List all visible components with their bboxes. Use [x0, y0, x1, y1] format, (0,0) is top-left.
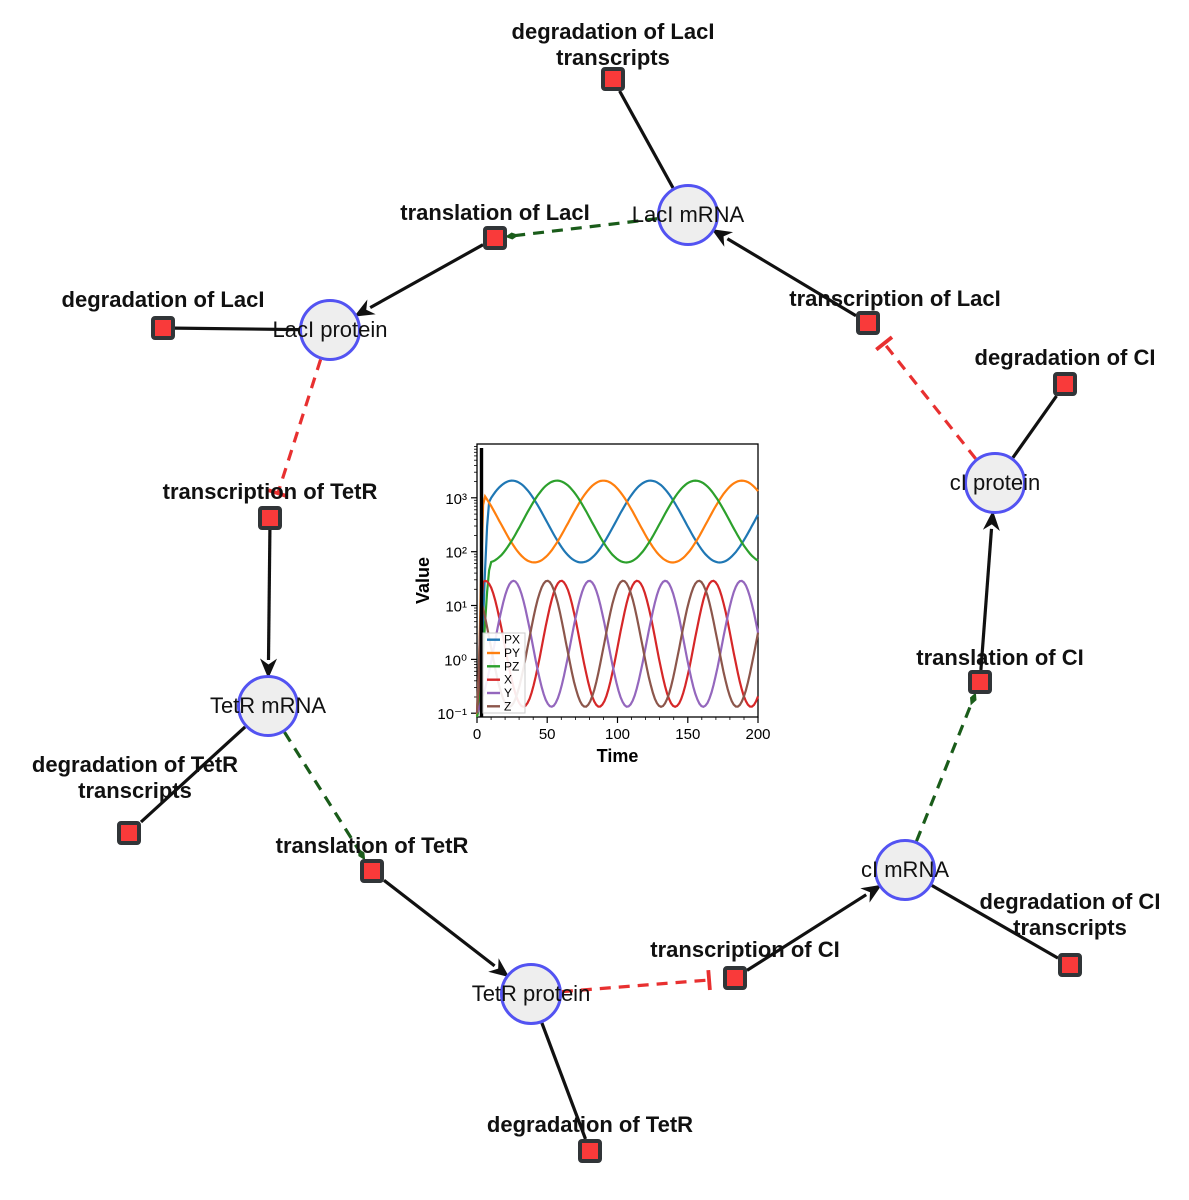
svg-text:Value: Value	[413, 557, 433, 604]
svg-text:10²: 10²	[445, 545, 467, 562]
svg-text:Z: Z	[504, 699, 511, 713]
svg-text:150: 150	[675, 726, 700, 743]
svg-text:0: 0	[473, 726, 481, 743]
svg-text:Time: Time	[597, 746, 639, 766]
svg-text:X: X	[504, 673, 512, 687]
svg-text:PX: PX	[504, 633, 520, 647]
svg-text:PY: PY	[504, 646, 520, 660]
svg-text:10⁰: 10⁰	[444, 652, 467, 669]
svg-text:10⁻¹: 10⁻¹	[437, 706, 467, 723]
svg-text:10³: 10³	[445, 491, 467, 508]
svg-text:PZ: PZ	[504, 659, 519, 673]
svg-text:200: 200	[745, 726, 770, 743]
svg-text:10¹: 10¹	[445, 599, 467, 616]
svg-text:50: 50	[539, 726, 556, 743]
svg-text:100: 100	[605, 726, 630, 743]
svg-text:Y: Y	[504, 686, 512, 700]
